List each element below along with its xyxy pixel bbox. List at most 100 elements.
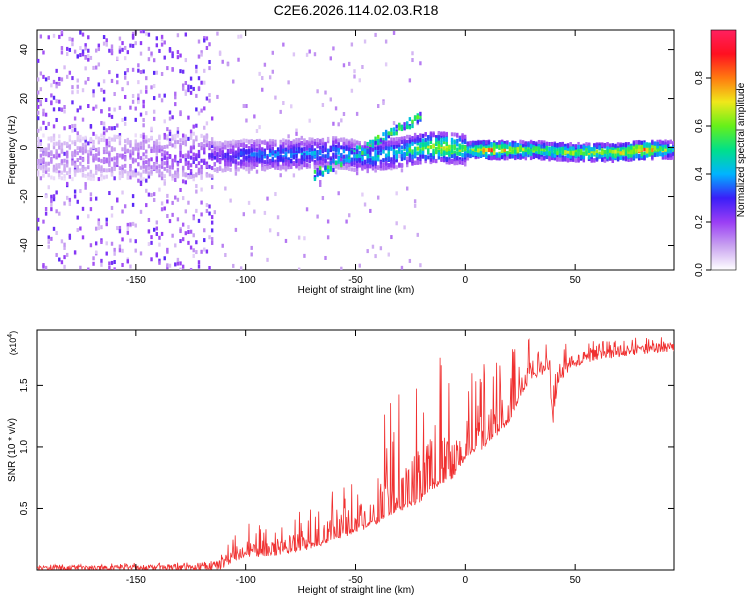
heatmap-cell [669,139,673,144]
heatmap-cell [661,155,665,160]
heatmap-cell [266,146,269,151]
heatmap-cell [566,157,570,162]
heatmap-cell [464,159,467,164]
heatmap-cell [284,147,288,152]
heatmap-cell [81,49,85,54]
heatmap-cell [166,134,169,139]
heatmap-cell [139,156,143,161]
heatmap-cell [319,145,322,150]
heatmap-cell [355,156,359,161]
heatmap-cell [548,141,551,146]
heatmap-cell [321,157,325,162]
heatmap-cell [471,140,475,145]
heatmap-cell [645,150,649,155]
heatmap-cell [52,176,56,181]
heatmap-cell [203,135,206,140]
heatmap-cell [179,69,182,74]
heatmap-cell [113,147,116,152]
heatmap-cell [216,167,219,172]
heatmap-cell [39,153,43,158]
heatmap-cell [313,141,317,146]
heatmap-cell [226,143,230,148]
heatmap-cell [47,146,50,151]
snr-xlabel: Height of straight line (km) [298,585,415,596]
heatmap-cell [174,177,177,182]
heatmap-cell [84,142,87,147]
heatmap-cell [297,159,301,164]
heatmap-cell [403,142,406,147]
heatmap-cell [126,230,130,235]
heatmap-cell [237,167,240,172]
heatmap-cell [297,138,301,143]
heatmap-cell [292,154,296,159]
heatmap-cell [89,207,93,212]
heatmap-cell [561,144,564,149]
heatmap-cell [76,228,79,233]
heatmap-cell [147,163,151,168]
heatmap-cell [632,155,636,160]
heatmap-cell [448,147,451,152]
heatmap-cell [176,173,180,178]
heatmap-cell [274,162,277,167]
heatmap-cell [337,165,340,170]
heatmap-cell [666,155,670,160]
heatmap-cell [47,143,50,148]
heatmap-cell [313,162,317,167]
heatmap-cell [166,199,169,204]
heatmap-cell [345,163,348,168]
heatmap-cell [303,155,306,160]
heatmap-cell [210,116,214,121]
heatmap-cell [142,30,145,34]
heatmap-cell [487,156,491,161]
heatmap-cell [661,152,665,157]
heatmap-cell [279,145,282,150]
heatmap-cell [81,142,85,147]
heatmap-cell [145,111,148,116]
heatmap-cell [382,158,385,163]
heatmap-cell [168,165,172,170]
heatmap-cell [245,104,248,109]
heatmap-cell [419,154,422,159]
heatmap-cell [92,145,95,150]
heatmap-cell [387,131,390,136]
heatmap-cell [87,77,90,82]
heatmap-cell [58,107,61,112]
heatmap-cell [139,51,143,56]
heatmap-cell [287,145,290,150]
heatmap-cell [250,150,253,155]
heatmap-cell [355,167,359,172]
heatmap-cell [527,153,530,158]
heatmap-cell [187,162,190,167]
heatmap-cell [429,157,433,162]
heatmap-cell [458,157,462,162]
x-tick-label: 50 [570,275,582,286]
heatmap-cell [279,109,282,114]
heatmap-cell [361,145,364,150]
heatmap-cell [479,144,483,149]
heatmap-cell [353,74,356,79]
heatmap-cell [379,151,383,156]
heatmap-cell [540,144,543,149]
heatmap-cell [524,141,528,146]
heatmap-cell [606,142,609,147]
heatmap-cell [39,34,43,39]
heatmap-cell [166,193,169,198]
heatmap-cell [171,51,174,56]
heatmap-cell [163,135,166,140]
heatmap-cell [63,255,66,260]
heatmap-cell [258,157,261,162]
heatmap-cell [266,196,269,201]
heatmap-cell [442,140,446,145]
heatmap-cell [408,147,412,152]
heatmap-cell [50,236,53,241]
heatmap-cell [42,264,45,269]
heatmap-cell [292,139,296,144]
heatmap-cell [585,151,588,156]
heatmap-cell [577,144,580,149]
heatmap-cell [134,172,137,177]
heatmap-cell [155,220,159,225]
heatmap-cell [152,109,156,114]
heatmap-cell [71,140,74,145]
heatmap-cell [279,173,282,178]
heatmap-cell [87,35,90,40]
